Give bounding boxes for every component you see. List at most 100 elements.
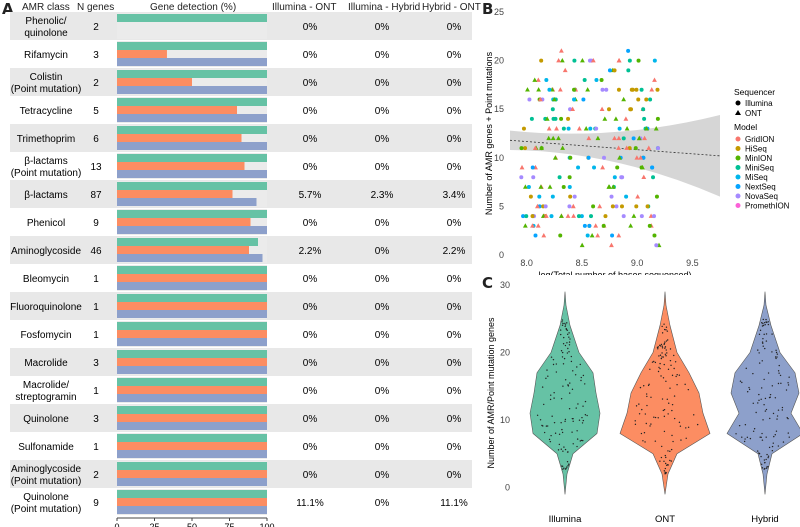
illumina-ont-value: 0% [303,386,318,397]
jitter-point [761,325,764,327]
jitter-point [566,466,568,468]
jitter-point [755,411,757,414]
bar-hybrid [117,142,267,150]
jitter-point [787,384,790,386]
data-point-ont [535,77,541,82]
jitter-point [746,436,749,439]
bar-ont [117,386,267,394]
bar-hybrid [117,478,267,486]
jitter-point [638,403,640,405]
jitter-point [669,450,671,453]
data-point-illumina [594,126,599,131]
jitter-point [663,430,666,433]
legend-item-model: GridION [745,135,775,144]
data-point-ont [546,135,552,141]
data-point-ont [546,126,552,131]
jitter-point [558,433,561,435]
jitter-point [774,434,776,436]
jitter-point [571,431,573,433]
data-point-ont [616,135,622,141]
jitter-point [654,416,657,419]
bar-illumina [117,98,267,106]
jitter-point [787,432,789,434]
jitter-point [671,374,674,377]
data-point-illumina [630,87,635,92]
jitter-point [576,445,578,448]
data-point-ont [586,135,592,141]
jitter-point [569,338,571,340]
data-point-illumina [641,107,646,112]
data-point-illumina [655,116,660,121]
data-point-ont [628,223,634,228]
jitter-point [678,374,681,376]
jitter-point [764,410,767,412]
bar-ont [117,414,267,422]
data-point-illumina [523,146,528,151]
data-point-ont [585,87,591,92]
jitter-point [669,459,671,462]
jitter-point [771,351,773,353]
data-point-illumina [566,116,571,121]
jitter-point [568,392,571,394]
jitter-point [665,349,667,351]
jitter-point [775,351,778,354]
jitter-point [659,460,661,462]
jitter-point [768,446,771,449]
n-genes-value: 1 [93,302,99,313]
jitter-point [563,446,565,448]
x-tick-label: 0 [114,522,119,527]
legend-item-model: NovaSeq [745,192,778,201]
jitter-point [571,388,574,391]
jitter-point [696,423,699,426]
header-n-genes: N genes [77,2,115,13]
jitter-point [660,357,663,360]
data-point-ont [530,223,535,228]
jitter-point [761,322,763,324]
jitter-point [762,324,765,327]
jitter-point [661,332,664,334]
bar-ont [117,218,251,226]
data-point-illumina [567,204,572,209]
jitter-point [659,354,662,356]
jitter-point [661,356,663,358]
jitter-point [660,375,662,377]
jitter-point [638,413,641,415]
jitter-point [639,386,642,389]
jitter-point [765,333,768,335]
jitter-point [685,437,687,439]
bar-illumina [117,182,267,190]
illumina-hybrid-value: 0% [375,498,390,509]
data-point-illumina [591,204,596,209]
jitter-point [743,440,746,443]
hybrid-ont-value: 0% [447,22,462,33]
illumina-hybrid-value: 0% [375,78,390,89]
jitter-point [557,449,560,451]
data-point-illumina [617,126,622,131]
jitter-point [568,408,571,410]
jitter-point [780,382,782,385]
data-point-illumina [626,68,631,73]
illumina-ont-value: 0% [303,218,318,229]
jitter-point [550,394,552,396]
data-point-ont [541,232,547,238]
jitter-point [581,422,584,424]
illumina-hybrid-value: 0% [375,50,390,61]
jitter-point [752,372,754,375]
data-point-ont [599,106,605,111]
jitter-point [765,408,768,411]
jitter-point [566,461,569,463]
jitter-point [549,440,552,443]
data-point-ont [525,87,530,92]
data-point-ont [543,213,549,218]
bar-illumina [117,294,267,302]
jitter-point [576,366,578,368]
data-point-illumina [633,146,638,151]
jitter-point [562,385,564,387]
data-point-ont [570,203,576,209]
jitter-point [671,403,674,406]
jitter-point [759,329,762,332]
jitter-point [561,324,564,326]
amr-class-label: (Point mutation) [11,504,82,515]
jitter-point [562,322,564,325]
jitter-point [771,450,774,452]
